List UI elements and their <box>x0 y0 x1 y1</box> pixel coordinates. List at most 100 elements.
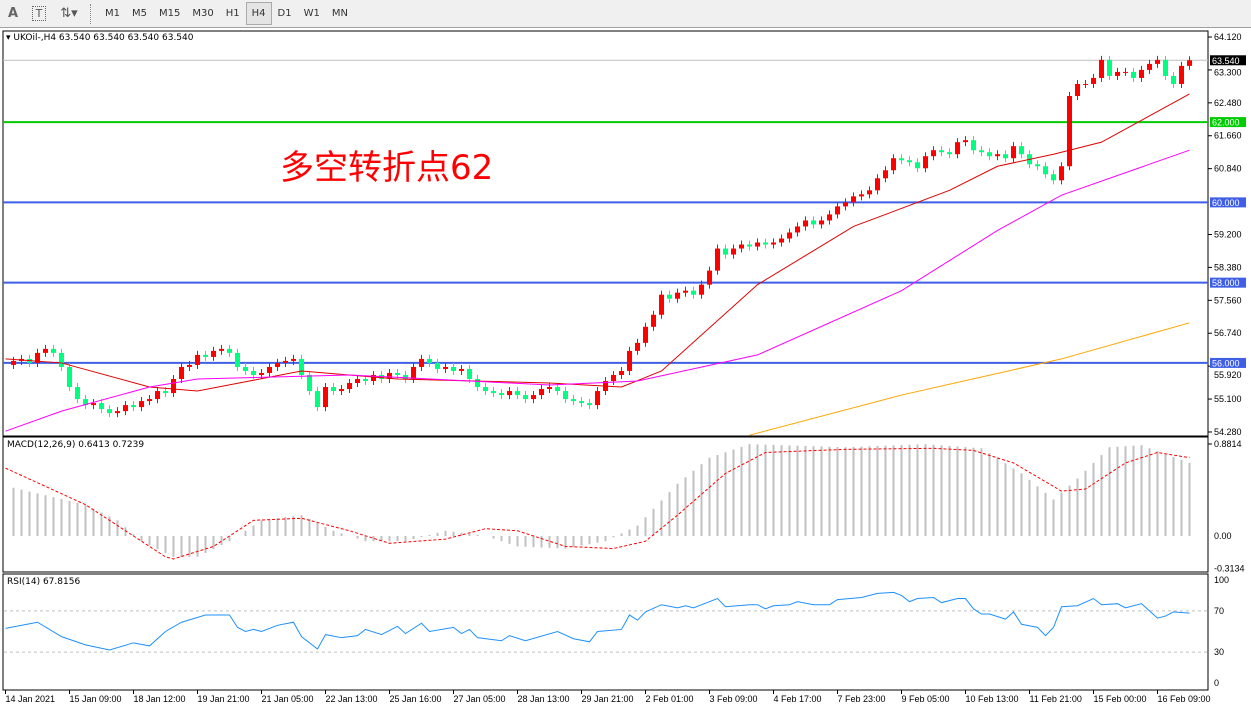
candle-bull <box>699 284 704 295</box>
candle-bull <box>1115 71 1120 76</box>
macd-label: MACD(12,26,9) 0.6413 0.7239 <box>7 440 145 450</box>
candle-bear <box>467 368 472 379</box>
candle-bull <box>459 368 464 371</box>
candle-bear <box>435 362 440 369</box>
candle-bull <box>267 366 272 373</box>
candle-bull <box>339 389 344 392</box>
candle-bear <box>331 387 336 392</box>
level-tag-bg <box>1210 117 1246 128</box>
candle-bear <box>763 242 768 245</box>
candle-bear <box>107 409 112 414</box>
rsi-tick-label: 100 <box>1214 575 1229 585</box>
candle-bull <box>11 360 16 365</box>
candle-bull <box>219 348 224 351</box>
candle-bear <box>1035 164 1040 167</box>
candle-bear <box>987 152 992 157</box>
current-price-tag-bg <box>1210 55 1246 66</box>
candle-bear <box>811 220 816 225</box>
level-tag-label: 62.000 <box>1212 118 1240 128</box>
candle-bull <box>1091 77 1096 84</box>
time-tick-label: 29 Jan 21:00 <box>582 694 634 704</box>
time-tick-label: 22 Jan 13:00 <box>326 694 378 704</box>
price-tick-label: 62.480 <box>1214 98 1242 108</box>
candle-bull <box>1083 83 1088 85</box>
candle-bear <box>131 405 136 408</box>
candle-bull <box>931 150 936 157</box>
candle-bear <box>523 395 528 400</box>
price-tick-label: 54.280 <box>1214 427 1242 437</box>
candle-bull <box>275 362 280 367</box>
candle-bear <box>515 391 520 396</box>
price-tick-label: 55.100 <box>1214 394 1242 404</box>
candle-bull <box>507 391 512 396</box>
text-t-icon[interactable]: T <box>32 6 46 21</box>
candle-bull <box>1187 60 1192 66</box>
time-tick-label: 28 Jan 13:00 <box>518 694 570 704</box>
candle-bull <box>731 248 736 255</box>
level-tag-bg <box>1210 357 1246 368</box>
timeframe-h4[interactable]: H4 <box>245 2 272 25</box>
candle-bear <box>587 403 592 406</box>
candle-bull <box>443 366 448 369</box>
candle-bull <box>659 294 664 315</box>
arrows-dropdown-icon[interactable]: ⇅▾ <box>60 6 78 21</box>
candle-bull <box>91 403 96 406</box>
candle-bull <box>851 196 856 203</box>
candle-bull <box>195 354 200 365</box>
candle-bull <box>1179 65 1184 84</box>
rsi-tick-label: 70 <box>1214 606 1224 616</box>
timeframe-w1[interactable]: W1 <box>303 8 320 19</box>
level-tag-label: 58.000 <box>1212 278 1240 288</box>
time-tick-label: 9 Feb 05:00 <box>902 694 950 704</box>
timeframe-m30[interactable]: M30 <box>192 8 214 19</box>
candle-bull <box>115 411 120 414</box>
price-tick-label: 59.200 <box>1214 229 1242 239</box>
candle-bear <box>99 403 104 410</box>
candle-bull <box>1011 146 1016 159</box>
time-tick-label: 2 Feb 01:00 <box>646 694 694 704</box>
candle-bear <box>907 160 912 163</box>
candle-bear <box>51 348 56 353</box>
timeframe-h1[interactable]: H1 <box>225 8 240 19</box>
price-tick-label: 56.740 <box>1214 328 1242 338</box>
candle-bull <box>411 366 416 379</box>
chart-area[interactable]: 64.120 63.300 62.480 61.660 60.840 59.200 58.3… <box>0 28 1251 714</box>
candle-bull <box>771 242 776 245</box>
time-tick-label: 7 Feb 23:00 <box>838 694 886 704</box>
candle-bull <box>355 378 360 384</box>
timeframe-m1[interactable]: M1 <box>105 8 120 19</box>
timeframe-m5[interactable]: M5 <box>132 8 147 19</box>
candle-bear <box>307 374 312 392</box>
candle-bear <box>667 294 672 299</box>
candle-bull <box>803 220 808 227</box>
symbol-line: UKOil-,H4 63.540 63.540 63.540 63.540 <box>13 33 194 43</box>
time-tick-label: 27 Jan 05:00 <box>454 694 506 704</box>
time-tick-label: 18 Jan 12:00 <box>134 694 186 704</box>
candle-bull <box>755 242 760 247</box>
candle-bull <box>963 140 968 143</box>
candle-bear <box>691 290 696 295</box>
candle-bull <box>419 358 424 367</box>
toolbar-grip[interactable] <box>90 3 93 24</box>
candle-bear <box>395 372 400 375</box>
timeframe-m15[interactable]: M15 <box>159 8 181 19</box>
candle-bear <box>571 399 576 402</box>
toolbar: A T ⇅▾ M1 M5 M15 M30 H1 H4 D1 W1 MN <box>0 0 1251 28</box>
candle-bull <box>891 158 896 171</box>
candle-bull <box>627 350 632 371</box>
price-tick-label: 63.300 <box>1214 67 1242 77</box>
text-a-icon[interactable]: A <box>7 6 19 21</box>
candle-bear <box>243 366 248 371</box>
timeframe-d1[interactable]: D1 <box>277 8 292 19</box>
candle-bull <box>1155 59 1160 64</box>
candle-bull <box>147 399 152 402</box>
moving-average-ma_slow <box>749 322 1190 436</box>
candle-bull <box>387 372 392 379</box>
candle-bull <box>323 387 328 408</box>
candle-bear <box>203 354 208 357</box>
candle-bull <box>1075 83 1080 97</box>
candle-bear <box>939 150 944 153</box>
candle-bear <box>475 378 480 388</box>
timeframe-mn[interactable]: MN <box>331 8 348 19</box>
candle-bull <box>547 387 552 390</box>
